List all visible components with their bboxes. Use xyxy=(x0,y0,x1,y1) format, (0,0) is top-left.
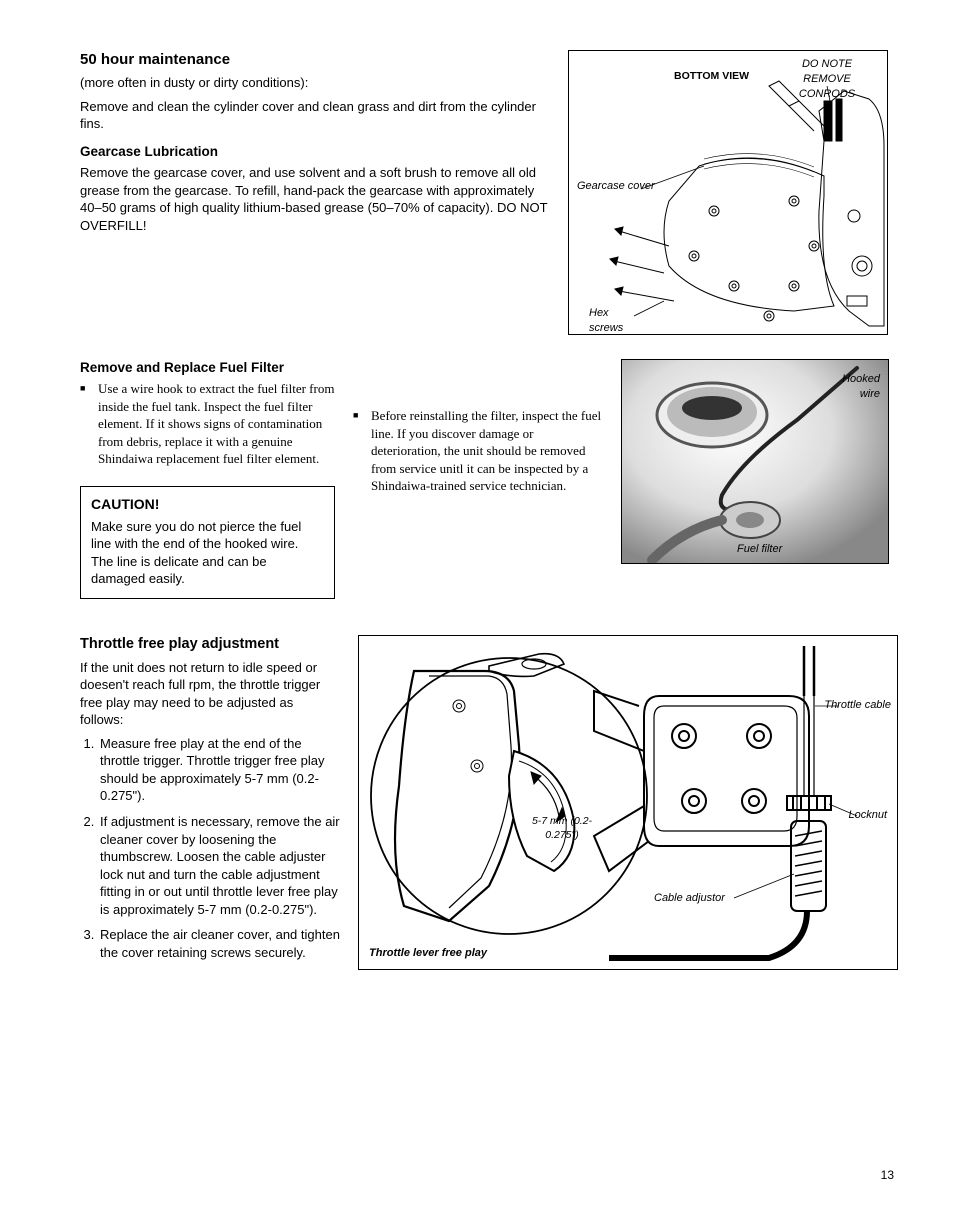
fuel-col-mid: Before reinstalling the filter, inspect … xyxy=(353,359,603,599)
label-fuel-filter: Fuel filter xyxy=(737,542,782,557)
fuel-bullet-list-2: Before reinstalling the filter, inspect … xyxy=(353,407,603,495)
para-gearcase: Remove the gearcase cover, and use solve… xyxy=(80,164,550,234)
heading-fuel: Remove and Replace Fuel Filter xyxy=(80,359,335,377)
line-conditions: (more often in dusty or dirty conditions… xyxy=(80,74,550,92)
label-throttle-cable: Throttle cable xyxy=(824,698,891,713)
figure-throttle: 5-7 mm (0.2-0.275") Throttle cable Lockn… xyxy=(358,635,898,970)
heading-gearcase: Gearcase Lubrication xyxy=(80,143,550,161)
throttle-intro: If the unit does not return to idle spee… xyxy=(80,659,340,729)
para-cylinder: Remove and clean the cylinder cover and … xyxy=(80,98,550,133)
figure-filter: Hooked wire Fuel filter xyxy=(621,359,889,564)
section-50hr-text: 50 hour maintenance (more often in dusty… xyxy=(80,50,550,335)
label-locknut: Locknut xyxy=(848,808,887,823)
page-number: 13 xyxy=(881,1167,894,1183)
label-freeplay-caption: Throttle lever free play xyxy=(369,946,487,961)
throttle-step-1: Measure free play at the end of the thro… xyxy=(98,735,340,805)
throttle-step-2: If adjustment is necessary, remove the a… xyxy=(98,813,340,918)
section-50hr-row: 50 hour maintenance (more often in dusty… xyxy=(80,50,894,335)
label-gearcase-cover: Gearcase cover xyxy=(577,179,655,194)
fuel-bullet-1: Use a wire hook to extract the fuel filt… xyxy=(80,380,335,468)
heading-throttle: Throttle free play adjustment xyxy=(80,635,340,655)
throttle-steps: Measure free play at the end of the thro… xyxy=(80,735,340,962)
section-throttle-row: Throttle free play adjustment If the uni… xyxy=(80,635,894,970)
fuel-col-left: Remove and Replace Fuel Filter Use a wir… xyxy=(80,359,335,599)
figure-gearcase-wrap: BOTTOM VIEW DO NOTE REMOVE CONRODS Gearc… xyxy=(568,50,888,335)
fuel-bullet-2: Before reinstalling the filter, inspect … xyxy=(353,407,603,495)
label-hooked-wire: Hooked wire xyxy=(820,372,880,402)
caution-title: CAUTION! xyxy=(91,495,324,514)
label-cable-adjustor: Cable adjustor xyxy=(654,891,725,906)
figure-gearcase: BOTTOM VIEW DO NOTE REMOVE CONRODS Gearc… xyxy=(568,50,888,335)
figure-throttle-wrap: 5-7 mm (0.2-0.275") Throttle cable Lockn… xyxy=(358,635,898,970)
label-measure: 5-7 mm (0.2-0.275") xyxy=(517,814,607,842)
label-bottom-view: BOTTOM VIEW xyxy=(674,69,749,83)
throttle-step-3: Replace the air cleaner cover, and tight… xyxy=(98,926,340,961)
heading-50hr: 50 hour maintenance xyxy=(80,50,550,70)
throttle-text-col: Throttle free play adjustment If the uni… xyxy=(80,635,340,970)
caution-body: Make sure you do not pierce the fuel lin… xyxy=(91,518,324,588)
label-conrods: DO NOTE REMOVE CONRODS xyxy=(777,57,877,102)
fuel-bullet-list-1: Use a wire hook to extract the fuel filt… xyxy=(80,380,335,468)
figure-filter-wrap: Hooked wire Fuel filter xyxy=(621,359,891,599)
section-fuel-row: Remove and Replace Fuel Filter Use a wir… xyxy=(80,359,894,599)
label-hex: Hex screws xyxy=(589,306,634,336)
caution-box: CAUTION! Make sure you do not pierce the… xyxy=(80,486,335,599)
